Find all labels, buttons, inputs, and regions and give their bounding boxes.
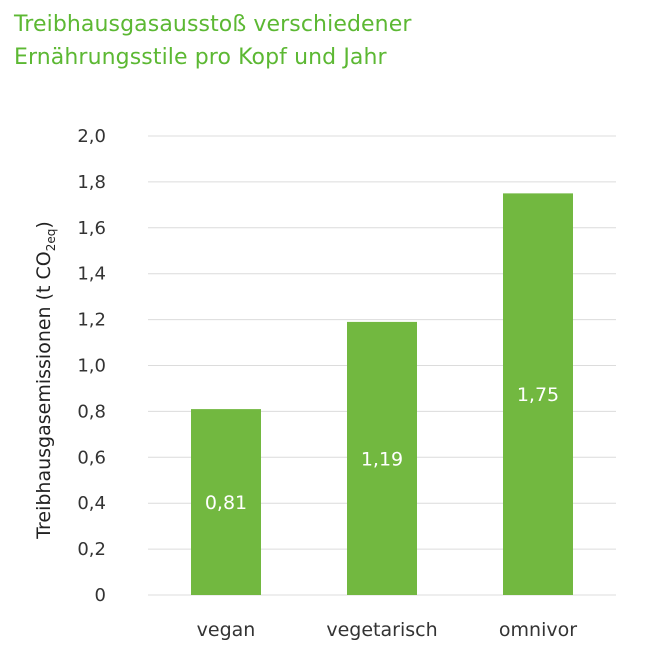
y-axis-ticks: 0 0,2 0,4 0,6 0,8 1,0 1,2 1,4 1,6 1,8 2,0 xyxy=(77,126,106,606)
chart-title: Treibhausgasausstoß verschiedener Ernähr… xyxy=(14,8,634,74)
y-tick-label: 1,4 xyxy=(77,264,106,285)
y-axis-label-prefix: Treibhausgasemissionen (t CO xyxy=(33,251,55,540)
chart-title-line-1: Treibhausgasausstoß verschiedener xyxy=(14,12,412,37)
value-labels: 0,81 1,19 1,75 xyxy=(205,384,559,514)
bar-omnivor xyxy=(503,193,573,595)
value-label-vegetarisch: 1,19 xyxy=(361,448,403,470)
y-axis-label-suffix: ) xyxy=(33,221,55,228)
bar-vegetarisch xyxy=(347,321,417,595)
value-label-omnivor: 1,75 xyxy=(517,384,559,406)
y-axis-label: Treibhausgasemissionen (t CO2eq) xyxy=(33,221,58,540)
x-axis-categories: vegan vegetarisch omnivor xyxy=(197,619,578,641)
category-label-vegetarisch: vegetarisch xyxy=(326,619,437,641)
y-tick-label: 1,8 xyxy=(77,172,106,193)
bars xyxy=(191,193,573,595)
y-tick-label: 2,0 xyxy=(77,126,106,147)
y-tick-label: 0 xyxy=(95,585,106,606)
y-tick-label: 1,0 xyxy=(77,356,106,377)
y-axis-label-subscript: 2eq xyxy=(44,229,58,252)
y-tick-label: 0,2 xyxy=(77,539,106,560)
y-tick-label: 0,6 xyxy=(77,447,106,468)
y-tick-label: 1,6 xyxy=(77,218,106,239)
category-label-omnivor: omnivor xyxy=(499,619,577,641)
y-tick-label: 1,2 xyxy=(77,310,106,331)
chart-title-line-2: Ernährungsstile pro Kopf und Jahr xyxy=(14,45,387,70)
bar-vegan xyxy=(191,409,261,595)
value-label-vegan: 0,81 xyxy=(205,492,247,514)
y-tick-label: 0,4 xyxy=(77,493,106,514)
y-tick-label: 0,8 xyxy=(77,401,106,422)
category-label-vegan: vegan xyxy=(197,619,256,641)
